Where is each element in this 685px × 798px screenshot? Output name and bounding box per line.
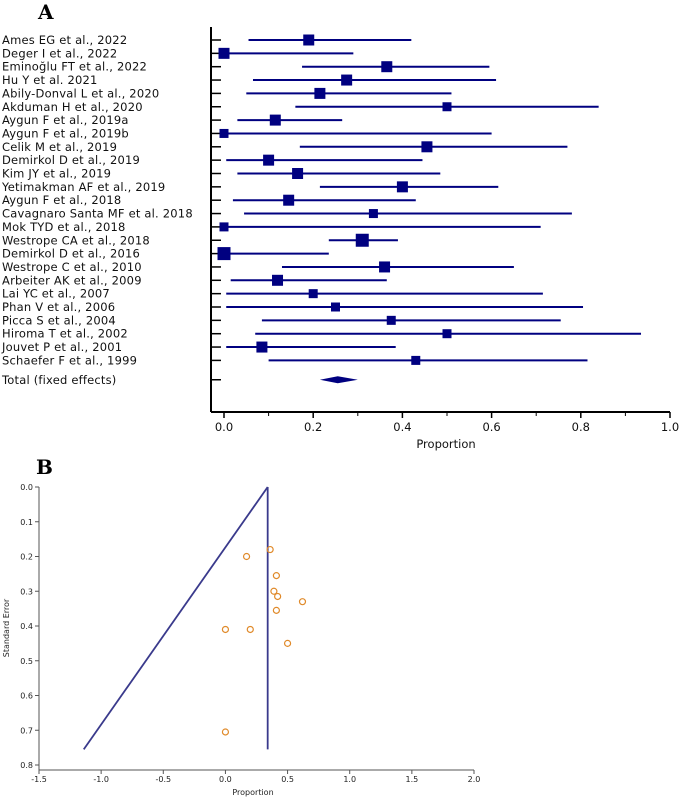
study-estimate-marker bbox=[263, 154, 275, 166]
x-tick-label: 0.4 bbox=[393, 420, 411, 434]
study-estimate-marker bbox=[331, 302, 340, 312]
study-point bbox=[246, 625, 254, 634]
study-estimate-marker bbox=[341, 74, 353, 86]
study-point bbox=[266, 545, 274, 554]
study-label: Mok TYD et al., 2018 bbox=[2, 220, 126, 234]
study-label: Demirkol D et al., 2019 bbox=[2, 153, 140, 167]
y-tick-label: 0.2 bbox=[20, 553, 33, 562]
study-label: Picca S et al., 2004 bbox=[2, 313, 116, 327]
y-tick-label: 0.3 bbox=[20, 587, 33, 596]
study-estimate-marker bbox=[256, 341, 268, 353]
study-label: Ames EG et al., 2022 bbox=[2, 33, 127, 47]
study-label: Jouvet P et al., 2001 bbox=[1, 340, 122, 354]
x-tick-label: 0.5 bbox=[281, 775, 294, 784]
study-estimate-marker bbox=[217, 247, 231, 261]
study-label: Arbeiter AK et al., 2009 bbox=[2, 273, 142, 287]
study-estimate-marker bbox=[355, 233, 369, 247]
study-estimate-marker bbox=[283, 194, 295, 206]
study-label: Aygun F et al., 2018 bbox=[2, 193, 121, 207]
study-estimate-marker bbox=[379, 261, 391, 273]
study-point bbox=[221, 625, 230, 634]
x-tick-label: 0.8 bbox=[572, 420, 590, 434]
study-estimate-marker bbox=[396, 181, 408, 193]
total-label: Total (fixed effects) bbox=[1, 373, 116, 387]
study-label: Akduman H et al., 2020 bbox=[2, 100, 143, 114]
study-label: Westrope CA et al., 2018 bbox=[2, 233, 150, 247]
y-tick-label: 0.4 bbox=[20, 622, 33, 631]
study-point bbox=[270, 587, 278, 595]
study-estimate-marker bbox=[411, 355, 421, 365]
study-estimate-marker bbox=[421, 141, 433, 153]
study-label: Celik M et al., 2019 bbox=[2, 140, 117, 154]
study-estimate-marker bbox=[219, 128, 229, 138]
study-label: Aygun F et al., 2019b bbox=[2, 126, 129, 140]
panel-b-y-axis-title: Standard Error bbox=[2, 598, 11, 657]
study-label: Westrope C et al., 2010 bbox=[2, 260, 142, 274]
x-tick-label: 0.2 bbox=[304, 420, 322, 434]
study-estimate-marker bbox=[219, 222, 229, 232]
study-point bbox=[283, 639, 292, 647]
panel-b-funnel-plot: B 0.0 0.1 0.2 0.3 0.4 0.5 0.6 0.7 0.8 -1.5 -1.0 -0… bbox=[2, 455, 480, 797]
y-tick-label: 0.5 bbox=[20, 657, 33, 666]
study-estimate-marker bbox=[381, 61, 393, 73]
x-tick-label: -1.5 bbox=[31, 775, 47, 784]
panel-a-label: A bbox=[37, 0, 54, 24]
study-point bbox=[272, 606, 280, 614]
study-label: Eminoğlu FT et al., 2022 bbox=[2, 60, 147, 74]
study-label: Hu Y et al. 2021 bbox=[2, 73, 98, 87]
y-tick-label: 0.1 bbox=[20, 518, 33, 527]
x-tick-label: 0.6 bbox=[482, 420, 500, 434]
study-estimate-marker bbox=[272, 274, 284, 286]
panel-b-x-axis-title: Proportion bbox=[232, 788, 273, 797]
study-estimate-marker bbox=[386, 315, 396, 325]
y-tick-label: 0.0 bbox=[20, 483, 33, 492]
x-tick-label: 1.0 bbox=[661, 420, 679, 434]
y-tick-label: 0.7 bbox=[20, 726, 33, 735]
study-estimate-marker bbox=[442, 329, 452, 339]
study-label: Phan V et al., 2006 bbox=[2, 300, 115, 314]
study-label: Schaefer F et al., 1999 bbox=[2, 353, 137, 367]
study-estimate-marker bbox=[314, 87, 326, 99]
study-estimate-marker bbox=[292, 168, 304, 179]
study-estimate-marker bbox=[218, 47, 230, 59]
study-label: Yetimakman AF et al., 2019 bbox=[1, 180, 165, 194]
study-label: Abily-Donval L et al., 2020 bbox=[2, 86, 159, 100]
study-label: Deger I et al., 2022 bbox=[2, 46, 117, 60]
x-tick-label: -1.0 bbox=[93, 775, 109, 784]
study-point bbox=[298, 598, 307, 606]
study-estimate-marker bbox=[368, 209, 378, 219]
study-estimate-marker bbox=[303, 34, 315, 46]
x-tick-label: 1.0 bbox=[343, 775, 356, 784]
x-tick-label: 2.0 bbox=[468, 775, 481, 784]
study-label: Demirkol D et al., 2016 bbox=[2, 247, 140, 261]
study-label: Hiroma T et al., 2002 bbox=[2, 327, 128, 341]
study-point bbox=[274, 592, 282, 601]
study-label: Lai YC et al., 2007 bbox=[2, 287, 110, 301]
y-tick-label: 0.6 bbox=[20, 692, 33, 701]
study-estimate-marker bbox=[308, 289, 318, 299]
study-point bbox=[242, 552, 251, 561]
study-point bbox=[221, 728, 230, 736]
study-label: Aygun F et al., 2019a bbox=[2, 113, 129, 127]
y-tick-label: 0.8 bbox=[20, 761, 33, 770]
study-estimate-marker bbox=[269, 114, 281, 126]
panel-a-x-axis-title: Proportion bbox=[416, 437, 475, 451]
study-point bbox=[272, 572, 280, 580]
x-tick-label: 1.5 bbox=[405, 775, 418, 784]
funnel-left-boundary bbox=[83, 486, 269, 750]
study-label: Kim JY et al., 2019 bbox=[2, 167, 111, 181]
x-tick-label: 0.0 bbox=[215, 420, 233, 434]
total-diamond bbox=[319, 376, 358, 384]
panel-b-label: B bbox=[36, 455, 53, 479]
study-estimate-marker bbox=[442, 102, 452, 112]
x-tick-label: 0.0 bbox=[219, 775, 232, 784]
x-tick-label: -0.5 bbox=[155, 775, 171, 784]
study-label: Cavagnaro Santa MF et al. 2018 bbox=[2, 207, 193, 221]
